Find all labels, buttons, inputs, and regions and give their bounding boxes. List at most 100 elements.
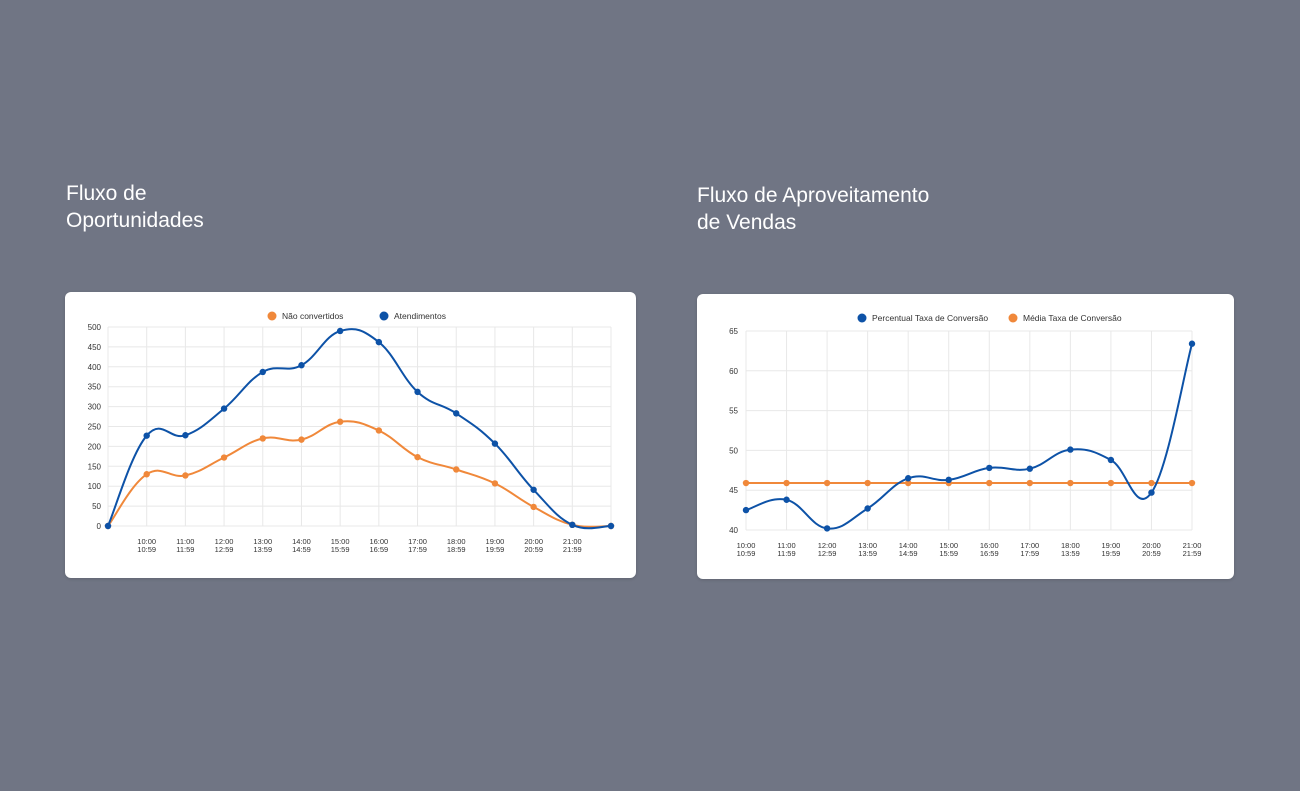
- opp-x-tick-label: 13:00 13:59: [253, 537, 272, 554]
- opp-x-tick-line: 17:00: [408, 537, 427, 546]
- opp-x-tick-label: 18:00 18:59: [447, 537, 466, 554]
- opp-data-point: [220, 454, 228, 461]
- chart-title-line: de Vendas: [697, 211, 797, 234]
- opp-data-point: [375, 338, 383, 346]
- conv-x-tick-line: 15:00: [939, 541, 958, 550]
- opp-data-point: [530, 503, 537, 511]
- conv-x-tick-line: 19:59: [1102, 549, 1121, 558]
- chart-card-oportunidades: 0 50 100 150 200 250 300 350 400 450 500 10:00 10:59…: [65, 292, 636, 578]
- opp-legend-swatch: [267, 311, 277, 321]
- opp-y-tick-label: 350: [88, 383, 102, 392]
- opp-x-tick-line: 13:59: [253, 545, 272, 554]
- conv-data-point: [823, 525, 831, 532]
- conv-data-point: [1107, 456, 1115, 464]
- chart-title-oportunidades: Fluxo de Oportunidades: [66, 180, 204, 234]
- opp-x-tick-line: 18:59: [447, 545, 466, 554]
- opp-data-point: [182, 432, 189, 439]
- conv-x-tick-line: 16:00: [980, 541, 999, 550]
- opp-x-tick-label: 21:00 21:59: [563, 537, 582, 554]
- conv-y-tick-label: 55: [729, 407, 738, 416]
- opp-x-tick-line: 12:59: [215, 545, 234, 554]
- conv-x-tick-label: 15:00 15:59: [939, 541, 958, 558]
- conv-data-point: [986, 464, 993, 472]
- opp-data-point: [259, 368, 266, 376]
- opp-y-tick-label: 50: [92, 502, 101, 511]
- opp-x-tick-label: 14:00 14:59: [292, 537, 311, 554]
- conv-series-line: [745, 343, 1193, 530]
- conv-x-tick-line: 21:59: [1183, 549, 1202, 558]
- opp-data-point: [375, 427, 383, 434]
- opp-x-tick-line: 21:00: [563, 537, 582, 546]
- opp-data-point: [336, 418, 344, 425]
- conv-y-tick-label: 45: [729, 486, 738, 495]
- conv-x-tick-line: 17:59: [1020, 549, 1039, 558]
- conv-legend-label: Percentual Taxa de Conversão: [872, 313, 988, 323]
- conv-data-point: [864, 479, 871, 487]
- conv-data-point: [1148, 479, 1155, 487]
- conv-x-tick-line: 13:00: [858, 541, 877, 550]
- opp-x-tick-line: 14:00: [292, 537, 311, 546]
- opp-x-tick-label: 15:00 15:59: [331, 537, 350, 554]
- conv-y-tick-label: 65: [729, 327, 738, 336]
- conv-x-tick-label: 18:00 13:59: [1061, 541, 1080, 558]
- opp-data-point: [414, 453, 421, 461]
- conv-y-tick-label: 50: [729, 446, 738, 455]
- conv-x-tick-label: 12:00 12:59: [818, 541, 837, 558]
- opp-x-tick-line: 10:59: [137, 545, 156, 554]
- conv-data-point: [1107, 479, 1115, 487]
- opp-data-point: [182, 472, 189, 479]
- opp-data-point: [569, 521, 576, 529]
- conv-y-tick-label: 40: [729, 526, 738, 535]
- conv-data-point: [986, 479, 993, 487]
- conv-legend-swatch: [1008, 313, 1018, 323]
- opp-x-tick-line: 15:59: [331, 545, 350, 554]
- opp-legend-label: Atendimentos: [394, 311, 446, 321]
- opp-x-tick-line: 19:59: [486, 545, 505, 554]
- opp-data-point: [298, 436, 305, 443]
- conv-x-tick-line: 13:59: [858, 549, 877, 558]
- opp-y-tick-label: 200: [88, 442, 102, 451]
- opp-y-tick-label: 450: [88, 343, 102, 352]
- conv-x-tick-line: 21:00: [1183, 541, 1202, 550]
- opp-legend-swatch: [379, 311, 389, 321]
- conv-x-tick-label: 19:00 19:59: [1102, 541, 1121, 558]
- conv-data-point: [945, 476, 952, 484]
- chart-title-line: Fluxo de: [66, 182, 147, 205]
- opp-data-point: [259, 435, 266, 442]
- conv-x-tick-line: 13:59: [1061, 549, 1080, 558]
- conv-x-tick-line: 19:00: [1102, 541, 1121, 550]
- conv-y-tick-label: 60: [729, 367, 738, 376]
- opp-x-tick-label: 20:00 20:59: [524, 537, 543, 554]
- opp-x-tick-label: 19:00 19:59: [486, 537, 505, 554]
- chart-title-aproveitamento: Fluxo de Aproveitamento de Vendas: [697, 182, 929, 236]
- chart-card-aproveitamento: 40 45 50 55 60 65 10:00 10:59 11:00 11:59 12:00 12:…: [697, 294, 1234, 579]
- conv-legend-swatch: [857, 313, 867, 323]
- opp-data-point: [491, 480, 499, 487]
- conv-x-tick-line: 12:00: [818, 541, 837, 550]
- opp-y-tick-label: 150: [88, 462, 102, 471]
- opp-data-point: [143, 471, 150, 478]
- opp-data-point: [530, 486, 537, 493]
- conv-data-point: [1026, 479, 1034, 487]
- conv-x-tick-line: 20:00: [1142, 541, 1161, 550]
- chart-title-line: Oportunidades: [66, 209, 204, 232]
- opp-x-tick-label: 16:00 16:59: [369, 537, 388, 554]
- conv-data-point: [783, 496, 790, 503]
- conv-data-point: [904, 479, 912, 487]
- conv-x-tick-line: 16:59: [980, 549, 999, 558]
- conv-x-tick-label: 20:00 20:59: [1142, 541, 1161, 558]
- conv-x-tick-line: 10:00: [737, 541, 756, 550]
- opp-data-point: [491, 440, 499, 447]
- conv-x-tick-label: 11:00 11:59: [777, 541, 795, 558]
- conv-data-point: [742, 506, 750, 514]
- opp-x-tick-label: 11:00 11:59: [176, 537, 194, 554]
- opp-x-tick-line: 18:00: [447, 537, 466, 546]
- opp-data-point: [414, 388, 421, 396]
- conv-x-tick-line: 18:00: [1061, 541, 1080, 550]
- conv-data-point: [1067, 446, 1074, 453]
- conv-x-tick-line: 15:59: [939, 549, 958, 558]
- opp-data-point: [336, 327, 344, 335]
- opp-x-tick-line: 19:00: [486, 537, 505, 546]
- conv-data-point: [1026, 465, 1034, 472]
- opp-x-tick-line: 20:59: [524, 545, 543, 554]
